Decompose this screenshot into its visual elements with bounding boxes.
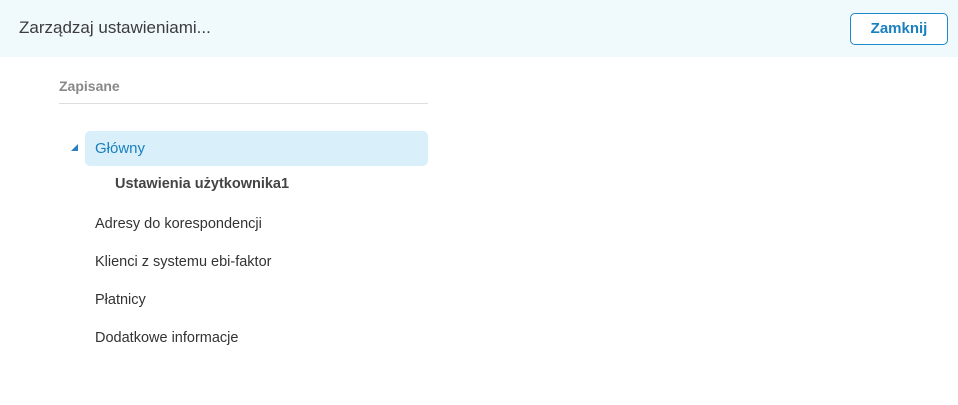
tree-node-child[interactable]: Ustawienia użytkownika1 — [115, 176, 290, 192]
section-title: Zapisane — [59, 78, 428, 104]
expand-arrow-icon[interactable] — [71, 144, 78, 151]
dialog-title: Zarządzaj ustawieniami... — [19, 18, 211, 37]
tree-node-item[interactable]: Płatnicy — [95, 292, 146, 308]
dialog-header: Zarządzaj ustawieniami... Zamknij — [0, 0, 958, 57]
tree-node-item[interactable]: Dodatkowe informacje — [95, 330, 239, 346]
tree-node-glowny[interactable]: Główny — [85, 131, 428, 166]
tree-node-item[interactable]: Klienci z systemu ebi-faktor — [95, 254, 272, 270]
close-button[interactable]: Zamknij — [850, 13, 948, 45]
tree-node-item[interactable]: Adresy do korespondencji — [95, 216, 262, 232]
